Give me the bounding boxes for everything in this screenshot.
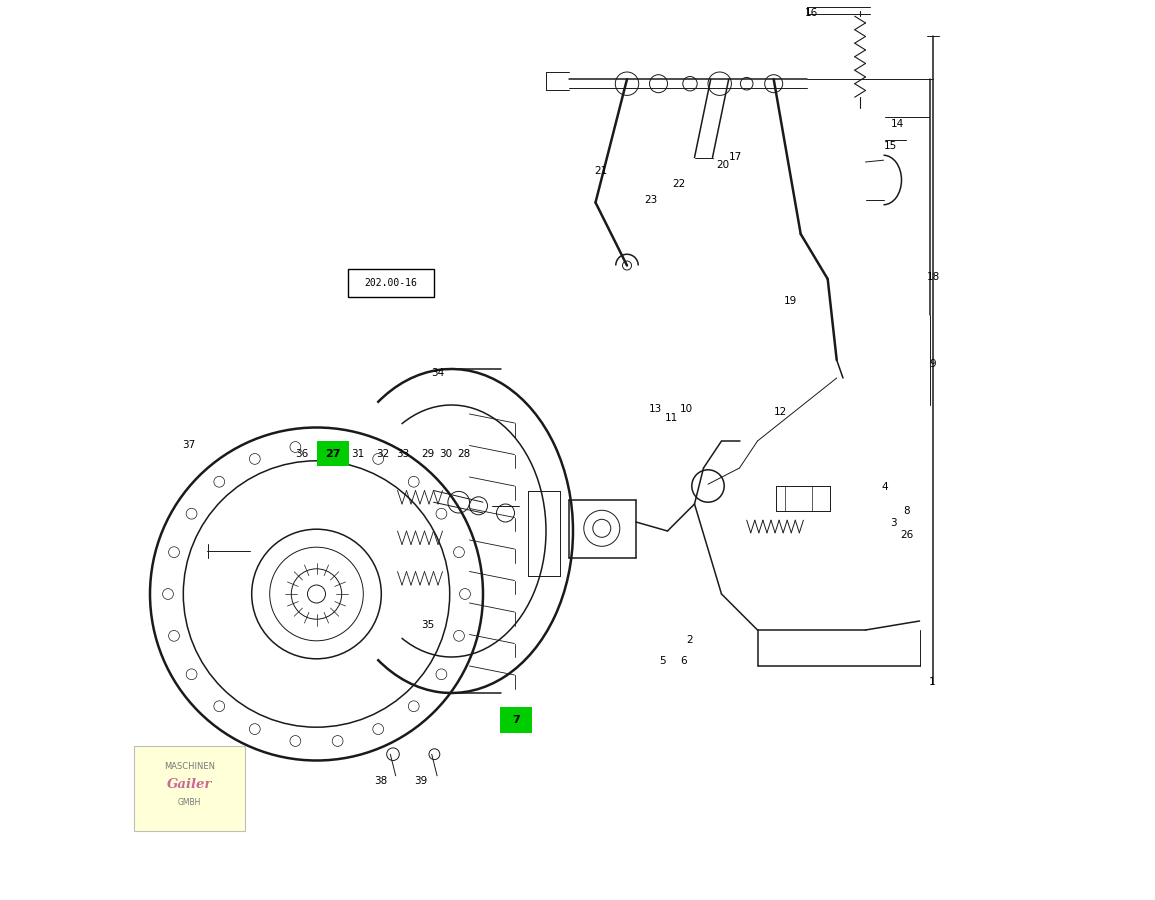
Text: 38: 38 (374, 776, 387, 787)
Text: 21: 21 (595, 166, 608, 176)
Text: 13: 13 (649, 403, 663, 414)
Text: 17: 17 (729, 151, 743, 162)
Text: 20: 20 (716, 159, 729, 170)
Text: 4: 4 (881, 482, 888, 492)
Text: MASCHINEN: MASCHINEN (164, 762, 215, 771)
Text: 37: 37 (182, 439, 195, 450)
Text: 18: 18 (926, 272, 940, 283)
Text: 3: 3 (891, 518, 896, 528)
Text: 19: 19 (784, 295, 797, 306)
Text: 12: 12 (774, 407, 788, 418)
Text: 14: 14 (891, 119, 903, 130)
Text: 2: 2 (686, 634, 692, 645)
Text: 32: 32 (377, 448, 389, 459)
Text: 7: 7 (513, 715, 520, 725)
Text: 23: 23 (644, 194, 658, 205)
FancyBboxPatch shape (134, 746, 245, 831)
FancyBboxPatch shape (348, 269, 434, 297)
Text: 11: 11 (664, 412, 678, 423)
Text: Gailer: Gailer (167, 778, 213, 791)
FancyBboxPatch shape (500, 707, 532, 733)
Text: 6: 6 (680, 655, 687, 666)
FancyBboxPatch shape (316, 441, 349, 466)
Text: 202.00-16: 202.00-16 (365, 278, 418, 289)
Text: 30: 30 (440, 448, 453, 459)
Text: 34: 34 (431, 367, 445, 378)
Text: 15: 15 (884, 140, 897, 151)
Text: 33: 33 (396, 448, 410, 459)
Text: 5: 5 (658, 655, 665, 666)
Text: 26: 26 (900, 529, 914, 540)
Text: 22: 22 (672, 178, 686, 189)
Text: 1: 1 (929, 677, 936, 688)
Text: 16: 16 (805, 8, 818, 19)
Text: 29: 29 (422, 448, 434, 459)
Text: 31: 31 (351, 448, 365, 459)
Text: 9: 9 (930, 358, 937, 369)
Text: 36: 36 (296, 448, 308, 459)
Text: 10: 10 (680, 403, 693, 414)
Text: 28: 28 (457, 448, 471, 459)
Text: 27: 27 (325, 448, 341, 459)
Text: 39: 39 (415, 776, 427, 787)
Text: 8: 8 (903, 506, 910, 517)
Text: GMBH: GMBH (178, 798, 201, 807)
Text: 35: 35 (422, 619, 434, 630)
